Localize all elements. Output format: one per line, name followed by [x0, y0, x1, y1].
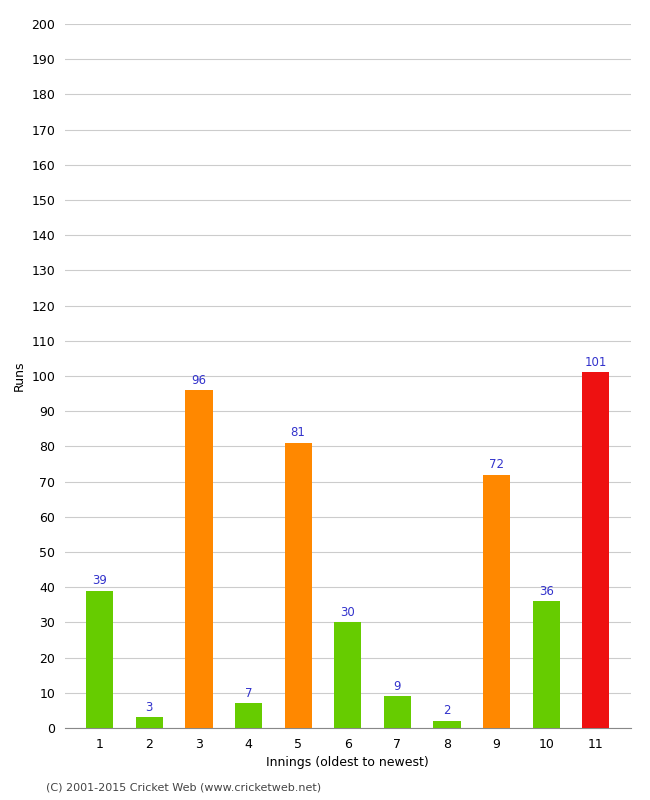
Bar: [235, 703, 262, 728]
Bar: [185, 390, 213, 728]
Bar: [582, 373, 610, 728]
Text: 30: 30: [341, 606, 355, 619]
Text: 3: 3: [146, 701, 153, 714]
Text: 101: 101: [584, 356, 607, 369]
Bar: [532, 602, 560, 728]
Text: 39: 39: [92, 574, 107, 587]
Text: 96: 96: [192, 374, 207, 386]
Bar: [334, 622, 361, 728]
Text: 36: 36: [539, 585, 554, 598]
Bar: [384, 696, 411, 728]
Text: 2: 2: [443, 705, 450, 718]
Text: 81: 81: [291, 426, 306, 439]
Bar: [86, 590, 113, 728]
Bar: [483, 474, 510, 728]
Bar: [434, 721, 461, 728]
Text: 9: 9: [394, 680, 401, 693]
X-axis label: Innings (oldest to newest): Innings (oldest to newest): [266, 756, 429, 770]
Bar: [136, 718, 163, 728]
Y-axis label: Runs: Runs: [13, 361, 26, 391]
Bar: [285, 443, 312, 728]
Text: (C) 2001-2015 Cricket Web (www.cricketweb.net): (C) 2001-2015 Cricket Web (www.cricketwe…: [46, 782, 320, 792]
Text: 7: 7: [245, 687, 252, 700]
Text: 72: 72: [489, 458, 504, 471]
